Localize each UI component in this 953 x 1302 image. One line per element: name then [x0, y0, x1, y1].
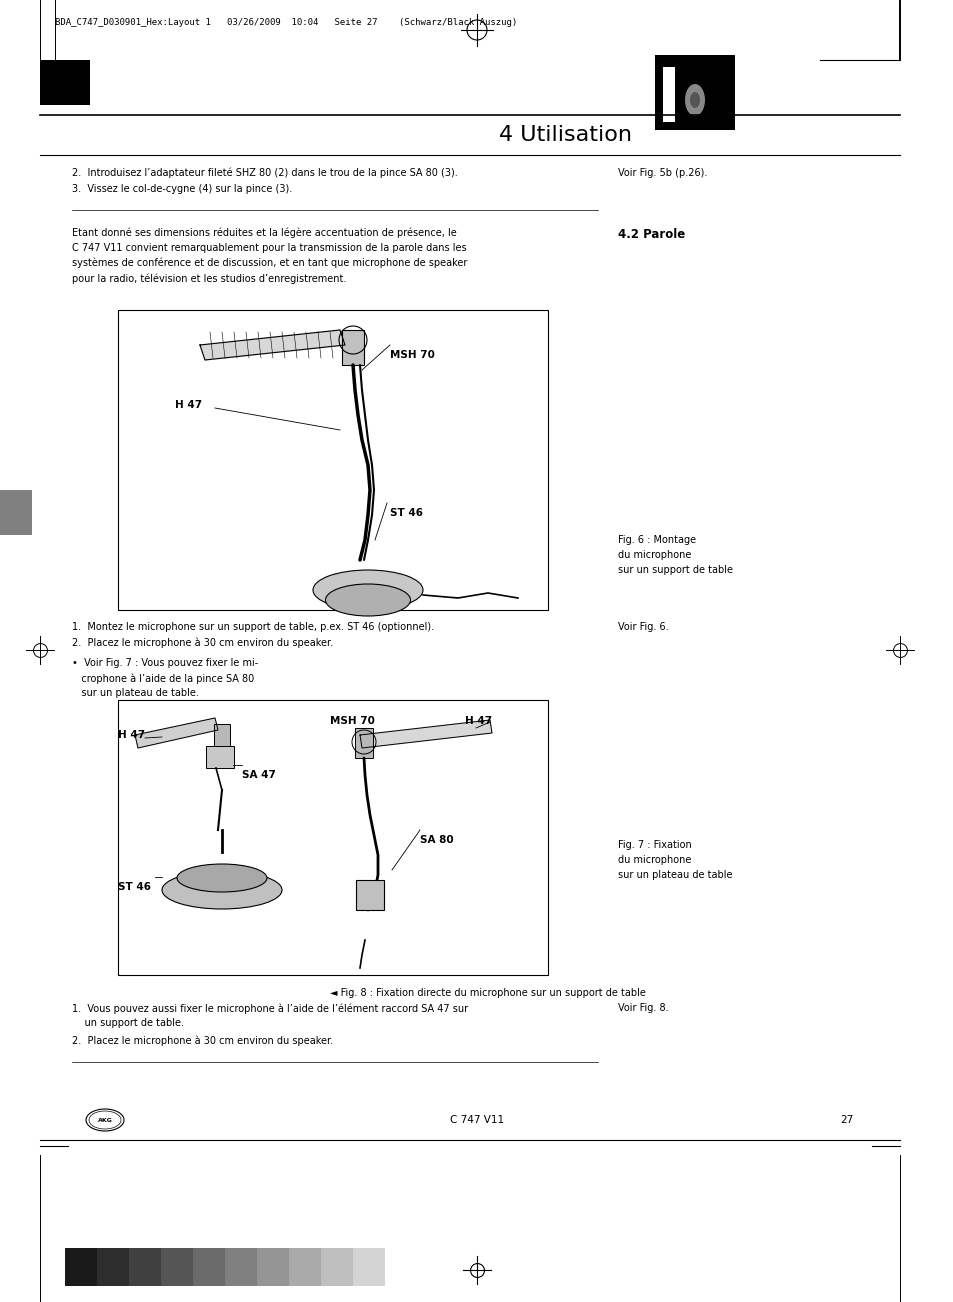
Text: 2.  Placez le microphone à 30 cm environ du speaker.: 2. Placez le microphone à 30 cm environ …: [71, 1035, 333, 1046]
Text: 2.  Placez le microphone à 30 cm environ du speaker.: 2. Placez le microphone à 30 cm environ …: [71, 638, 333, 648]
Text: sur un plateau de table.: sur un plateau de table.: [71, 687, 198, 698]
Text: 27: 27: [840, 1115, 852, 1125]
Bar: [40, 60, 90, 105]
Text: H 47: H 47: [118, 730, 145, 740]
Text: Voir Fig. 8.: Voir Fig. 8.: [618, 1003, 668, 1013]
Bar: [65, 1249, 97, 1286]
Text: du microphone: du microphone: [618, 549, 691, 560]
Bar: [118, 310, 547, 611]
Text: sur un plateau de table: sur un plateau de table: [618, 870, 732, 880]
Text: du microphone: du microphone: [618, 855, 691, 865]
Text: H 47: H 47: [464, 716, 492, 727]
Text: ◄ Fig. 8 : Fixation directe du microphone sur un support de table: ◄ Fig. 8 : Fixation directe du microphon…: [330, 988, 645, 999]
Text: crophone à l’aide de la pince SA 80: crophone à l’aide de la pince SA 80: [71, 673, 254, 684]
Bar: [0, 490, 32, 535]
Text: C 747 V11 convient remarquablement pour la transmission de la parole dans les: C 747 V11 convient remarquablement pour …: [71, 243, 466, 253]
Ellipse shape: [313, 570, 422, 611]
Text: H 47: H 47: [174, 400, 202, 410]
Text: pour la radio, télévision et les studios d’enregistrement.: pour la radio, télévision et les studios…: [71, 273, 346, 284]
Text: 1.  Vous pouvez aussi fixer le microphone à l’aide de l’élément raccord SA 47 su: 1. Vous pouvez aussi fixer le microphone…: [71, 1003, 468, 1013]
Text: SA 80: SA 80: [419, 835, 453, 845]
Text: un support de table.: un support de table.: [71, 1018, 184, 1029]
Bar: [118, 700, 547, 975]
Text: 1.  Montez le microphone sur un support de table, p.ex. ST 46 (optionnel).: 1. Montez le microphone sur un support d…: [71, 622, 434, 631]
Text: Fig. 7 : Fixation: Fig. 7 : Fixation: [618, 840, 691, 850]
Bar: [256, 1249, 289, 1286]
Text: sur un support de table: sur un support de table: [618, 565, 732, 575]
Text: 3.  Vissez le col-de-cygne (4) sur la pince (3).: 3. Vissez le col-de-cygne (4) sur la pin…: [71, 184, 292, 194]
Ellipse shape: [89, 1111, 121, 1129]
Bar: [655, 55, 734, 130]
Bar: [161, 1249, 193, 1286]
Text: BDA_C747_D030901_Hex:Layout 1   03/26/2009  10:04   Seite 27    (Schwarz/Black A: BDA_C747_D030901_Hex:Layout 1 03/26/2009…: [55, 18, 517, 27]
Text: AKG: AKG: [97, 1117, 112, 1122]
Bar: [355, 880, 384, 910]
Bar: [225, 1249, 256, 1286]
Bar: [213, 724, 230, 753]
Bar: [341, 329, 364, 365]
Ellipse shape: [177, 865, 267, 892]
Text: ST 46: ST 46: [118, 881, 151, 892]
Polygon shape: [359, 720, 492, 749]
Bar: [320, 1249, 353, 1286]
Text: 2.  Introduisez l’adaptateur fileté SHZ 80 (2) dans le trou de la pince SA 80 (3: 2. Introduisez l’adaptateur fileté SHZ 8…: [71, 168, 457, 178]
Bar: [662, 66, 675, 122]
Text: Fig. 6 : Montage: Fig. 6 : Montage: [618, 535, 696, 546]
Text: ST 46: ST 46: [390, 508, 422, 518]
Text: Voir Fig. 5b (p.26).: Voir Fig. 5b (p.26).: [618, 168, 706, 178]
Text: C 747 V11: C 747 V11: [450, 1115, 503, 1125]
Ellipse shape: [689, 92, 700, 108]
Ellipse shape: [325, 585, 410, 616]
Bar: [97, 1249, 129, 1286]
Text: SA 47: SA 47: [242, 769, 275, 780]
Ellipse shape: [86, 1109, 124, 1131]
Bar: [355, 728, 373, 758]
Bar: [206, 746, 233, 768]
Text: Etant donné ses dimensions réduites et la légère accentuation de présence, le: Etant donné ses dimensions réduites et l…: [71, 228, 456, 238]
Text: •  Voir Fig. 7 : Vous pouvez fixer le mi-: • Voir Fig. 7 : Vous pouvez fixer le mi-: [71, 658, 258, 668]
Bar: [353, 1249, 385, 1286]
Text: MSH 70: MSH 70: [330, 716, 375, 727]
Bar: [129, 1249, 161, 1286]
Text: systèmes de conférence et de discussion, et en tant que microphone de speaker: systèmes de conférence et de discussion,…: [71, 258, 467, 268]
Ellipse shape: [162, 871, 282, 909]
Text: MSH 70: MSH 70: [390, 350, 435, 359]
Polygon shape: [200, 329, 345, 359]
Text: 4.2 Parole: 4.2 Parole: [618, 228, 684, 241]
Bar: [193, 1249, 225, 1286]
Bar: [289, 1249, 320, 1286]
Polygon shape: [135, 717, 218, 749]
Ellipse shape: [684, 85, 704, 116]
Text: Voir Fig. 6.: Voir Fig. 6.: [618, 622, 668, 631]
Text: 4 Utilisation: 4 Utilisation: [498, 125, 631, 145]
